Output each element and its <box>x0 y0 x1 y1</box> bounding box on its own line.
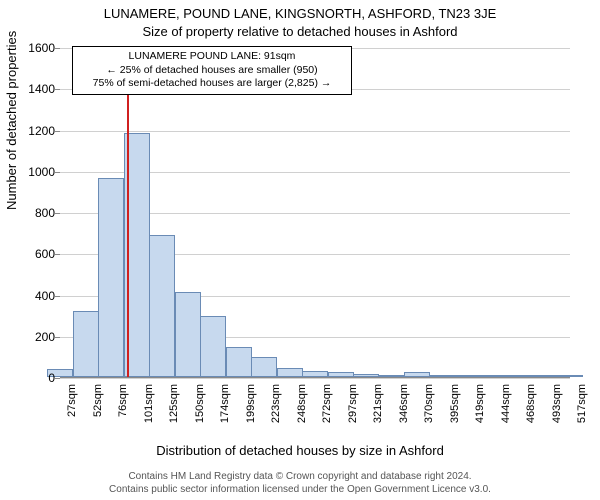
xtick-label: 101sqm <box>143 384 155 434</box>
histogram-bar <box>149 235 175 377</box>
histogram-bar <box>353 374 379 377</box>
histogram-bar <box>302 371 328 377</box>
chart-title-line2: Size of property relative to detached ho… <box>0 24 600 39</box>
footer-line1: Contains HM Land Registry data © Crown c… <box>0 470 600 483</box>
x-axis-label: Distribution of detached houses by size … <box>0 443 600 458</box>
histogram-bar <box>506 375 532 377</box>
ytick-mark <box>55 378 60 379</box>
ytick-mark <box>55 48 60 49</box>
xtick-label: 444sqm <box>500 384 512 434</box>
plot-area <box>60 48 570 378</box>
ytick-label: 0 <box>15 371 55 385</box>
xtick-label: 199sqm <box>245 384 257 434</box>
infobox-line3: 75% of semi-detached houses are larger (… <box>79 77 345 91</box>
xtick-label: 370sqm <box>423 384 435 434</box>
footer-attribution: Contains HM Land Registry data © Crown c… <box>0 470 600 496</box>
annotation-infobox: LUNAMERE POUND LANE: 91sqm← 25% of detac… <box>72 46 352 95</box>
histogram-bar <box>175 292 201 377</box>
xtick-label: 248sqm <box>296 384 308 434</box>
histogram-bar <box>73 311 99 377</box>
gridline <box>60 378 570 379</box>
footer-line2: Contains public sector information licen… <box>0 483 600 496</box>
xtick-label: 150sqm <box>194 384 206 434</box>
ytick-mark <box>55 172 60 173</box>
xtick-label: 174sqm <box>219 384 231 434</box>
histogram-bar <box>557 375 583 377</box>
histogram-bar <box>379 375 405 377</box>
xtick-label: 468sqm <box>525 384 537 434</box>
xtick-label: 321sqm <box>372 384 384 434</box>
chart-title-line1: LUNAMERE, POUND LANE, KINGSNORTH, ASHFOR… <box>0 6 600 21</box>
histogram-bar <box>455 375 481 377</box>
ytick-label: 1400 <box>15 82 55 96</box>
xtick-label: 27sqm <box>66 384 78 434</box>
histogram-bar <box>430 375 456 377</box>
infobox-line2: ← 25% of detached houses are smaller (95… <box>79 64 345 78</box>
xtick-label: 395sqm <box>449 384 461 434</box>
ytick-label: 1200 <box>15 124 55 138</box>
histogram-bar <box>481 375 507 377</box>
ytick-mark <box>55 254 60 255</box>
xtick-label: 493sqm <box>551 384 563 434</box>
ytick-label: 400 <box>15 289 55 303</box>
gridline <box>60 131 570 132</box>
y-axis-label: Number of detached properties <box>4 31 19 210</box>
ytick-label: 1600 <box>15 41 55 55</box>
histogram-bar <box>328 372 354 377</box>
infobox-line1: LUNAMERE POUND LANE: 91sqm <box>79 50 345 64</box>
ytick-mark <box>55 89 60 90</box>
histogram-bar <box>200 316 226 377</box>
xtick-label: 76sqm <box>117 384 129 434</box>
ytick-mark <box>55 131 60 132</box>
xtick-label: 346sqm <box>398 384 410 434</box>
xtick-label: 297sqm <box>347 384 359 434</box>
xtick-label: 272sqm <box>321 384 333 434</box>
ytick-label: 200 <box>15 330 55 344</box>
xtick-label: 517sqm <box>576 384 588 434</box>
ytick-mark <box>55 337 60 338</box>
xtick-label: 125sqm <box>168 384 180 434</box>
histogram-bar <box>98 178 124 377</box>
reference-line <box>127 47 129 377</box>
xtick-label: 419sqm <box>474 384 486 434</box>
xtick-label: 223sqm <box>270 384 282 434</box>
histogram-bar <box>404 372 430 377</box>
histogram-bar <box>251 357 277 377</box>
ytick-label: 800 <box>15 206 55 220</box>
histogram-bar <box>226 347 252 377</box>
ytick-mark <box>55 296 60 297</box>
xtick-label: 52sqm <box>92 384 104 434</box>
ytick-label: 600 <box>15 247 55 261</box>
ytick-label: 1000 <box>15 165 55 179</box>
histogram-bar <box>277 368 303 377</box>
ytick-mark <box>55 213 60 214</box>
histogram-bar <box>532 375 558 377</box>
